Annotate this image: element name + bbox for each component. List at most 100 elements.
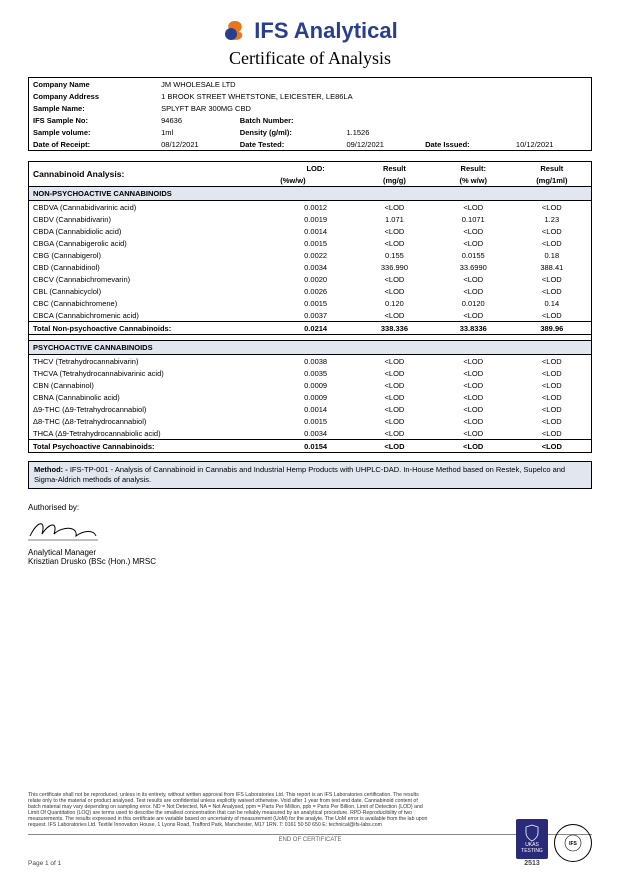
analyte-value: <LOD — [355, 225, 434, 237]
analyte-value: <LOD — [355, 201, 434, 214]
col-unit: (% w/w) — [434, 174, 513, 187]
analyte-name: Δ9-THC (Δ9-Tetrahydrocannabiol) — [29, 403, 277, 415]
analyte-value: <LOD — [434, 403, 513, 415]
analyte-value: 0.0037 — [276, 309, 355, 322]
page-number: Page 1 of 1 — [28, 860, 61, 867]
analyte-value: 0.0120 — [434, 297, 513, 309]
analyte-value: <LOD — [513, 440, 592, 453]
analyte-name: CBD (Cannabidinol) — [29, 261, 277, 273]
analyte-value: <LOD — [513, 201, 592, 214]
meta-value: 08/12/2021 — [157, 138, 236, 151]
cannabinoid-table-header: Cannabinoid Analysis: LOD: Result Result… — [29, 162, 592, 187]
analyte-value: 0.0015 — [276, 415, 355, 427]
table-row: CBD (Cannabidinol)0.0034336.99033.699038… — [29, 261, 592, 273]
analyte-value: <LOD — [355, 427, 434, 440]
analyte-value: 33.8336 — [434, 322, 513, 335]
meta-value: JM WHOLESALE LTD — [157, 78, 591, 91]
analyte-value: <LOD — [513, 355, 592, 368]
analyte-value: <LOD — [513, 391, 592, 403]
analyte-name: CBCA (Cannabichromenic acid) — [29, 309, 277, 322]
analyte-value: <LOD — [355, 391, 434, 403]
analyte-value: <LOD — [434, 273, 513, 285]
table-row: THCA (Δ9-Tetrahydrocannabiolic acid)0.00… — [29, 427, 592, 440]
analyte-name: CBGA (Cannabigerolic acid) — [29, 237, 277, 249]
analyte-name: CBCV (Cannabichromevarin) — [29, 273, 277, 285]
analyte-value: 0.1071 — [434, 213, 513, 225]
analyte-value: <LOD — [434, 355, 513, 368]
table-row: THCVA (Tetrahydrocannabivarinic acid)0.0… — [29, 367, 592, 379]
analyte-value: 0.0026 — [276, 285, 355, 297]
ifs-badge: IFS — [554, 824, 592, 862]
analyte-value: <LOD — [355, 355, 434, 368]
table-row: CBC (Cannabichromene)0.00150.1200.01200.… — [29, 297, 592, 309]
certificate-title: Certificate of Analysis — [28, 48, 592, 69]
analyte-value: <LOD — [513, 367, 592, 379]
accreditation-badges: UKAS TESTING 2513 IFS — [516, 819, 592, 867]
ukas-badge: UKAS TESTING 2513 — [516, 819, 548, 867]
analyte-value: 1.071 — [355, 213, 434, 225]
analyte-value: 0.0034 — [276, 427, 355, 440]
analyte-value: <LOD — [513, 237, 592, 249]
table-row: CBN (Cannabinol)0.0009<LOD<LOD<LOD — [29, 379, 592, 391]
table-row: Δ8-THC (Δ8-Tetrahydrocannabiol)0.0015<LO… — [29, 415, 592, 427]
footer: Page 1 of 1 UKAS TESTING 2513 IFS — [28, 819, 592, 867]
analyte-value: <LOD — [434, 379, 513, 391]
total-row: Total Non-psychoactive Cannabinoids:0.02… — [29, 322, 592, 335]
analyte-value: <LOD — [513, 285, 592, 297]
col-header: Result: — [434, 162, 513, 175]
col-header: Result — [513, 162, 592, 175]
analyte-name: CBC (Cannabichromene) — [29, 297, 277, 309]
analyte-value: 0.0020 — [276, 273, 355, 285]
table-row: CBCA (Cannabichromenic acid)0.0037<LOD<L… — [29, 309, 592, 322]
analyte-value: 0.0155 — [434, 249, 513, 261]
meta-label: Sample volume: — [29, 126, 158, 138]
method-box: Method: - IFS-TP-001 - Analysis of Canna… — [28, 461, 592, 489]
analyte-value: <LOD — [434, 391, 513, 403]
analyte-value: <LOD — [434, 201, 513, 214]
table-row: THCV (Tetrahydrocannabivarin)0.0038<LOD<… — [29, 355, 592, 368]
analyte-value: 33.6990 — [434, 261, 513, 273]
analyte-name: CBL (Cannabicyclol) — [29, 285, 277, 297]
meta-label: Date Tested: — [236, 138, 343, 151]
analyte-value: <LOD — [513, 427, 592, 440]
analyte-value: <LOD — [355, 415, 434, 427]
authorised-name: Krisztian Drusko (BSc (Hon.) MRSC — [28, 557, 592, 566]
logo-icon — [222, 18, 248, 44]
table-row: CBNA (Cannabinolic acid)0.0009<LOD<LOD<L… — [29, 391, 592, 403]
analyte-value: 0.0014 — [276, 225, 355, 237]
table-row: CBDV (Cannabidivarin)0.00191.0710.10711.… — [29, 213, 592, 225]
col-unit: (mg/g) — [355, 174, 434, 187]
analyte-value: 388.41 — [513, 261, 592, 273]
analyte-name: CBNA (Cannabinolic acid) — [29, 391, 277, 403]
analyte-value: <LOD — [355, 440, 434, 453]
analyte-value: 0.0015 — [276, 297, 355, 309]
analyte-value: <LOD — [434, 427, 513, 440]
table-row: Δ9-THC (Δ9-Tetrahydrocannabiol)0.0014<LO… — [29, 403, 592, 415]
analyte-value: <LOD — [355, 367, 434, 379]
col-header: LOD: — [276, 162, 355, 175]
analyte-name: Δ8-THC (Δ8-Tetrahydrocannabiol) — [29, 415, 277, 427]
col-header: Result — [355, 162, 434, 175]
analyte-value: 389.96 — [513, 322, 592, 335]
meta-label: Date Issued: — [421, 138, 512, 151]
analyte-value: <LOD — [513, 379, 592, 391]
analyte-name: CBDV (Cannabidivarin) — [29, 213, 277, 225]
analyte-value: <LOD — [513, 273, 592, 285]
meta-value: 09/12/2021 — [342, 138, 421, 151]
meta-label: Date of Receipt: — [29, 138, 158, 151]
section-header: PSYCHOACTIVE CANNABINOIDS — [29, 341, 592, 355]
meta-value: 1 BROOK STREET WHETSTONE, LEICESTER, LE8… — [157, 90, 591, 102]
table-row: CBL (Cannabicyclol)0.0026<LOD<LOD<LOD — [29, 285, 592, 297]
analyte-value: 0.0214 — [276, 322, 355, 335]
analyte-value: <LOD — [434, 415, 513, 427]
meta-label: Batch Number: — [236, 114, 343, 126]
analyte-value: 0.155 — [355, 249, 434, 261]
header-logo-row: IFS Analytical — [28, 18, 592, 44]
analyte-value: 0.0015 — [276, 237, 355, 249]
analyte-value: <LOD — [434, 440, 513, 453]
analyte-value: 0.0154 — [276, 440, 355, 453]
authorised-block: Authorised by: Analytical Manager Kriszt… — [28, 503, 592, 566]
analyte-value: 0.0009 — [276, 379, 355, 391]
analyte-value: <LOD — [513, 415, 592, 427]
authorised-role: Analytical Manager — [28, 548, 592, 557]
